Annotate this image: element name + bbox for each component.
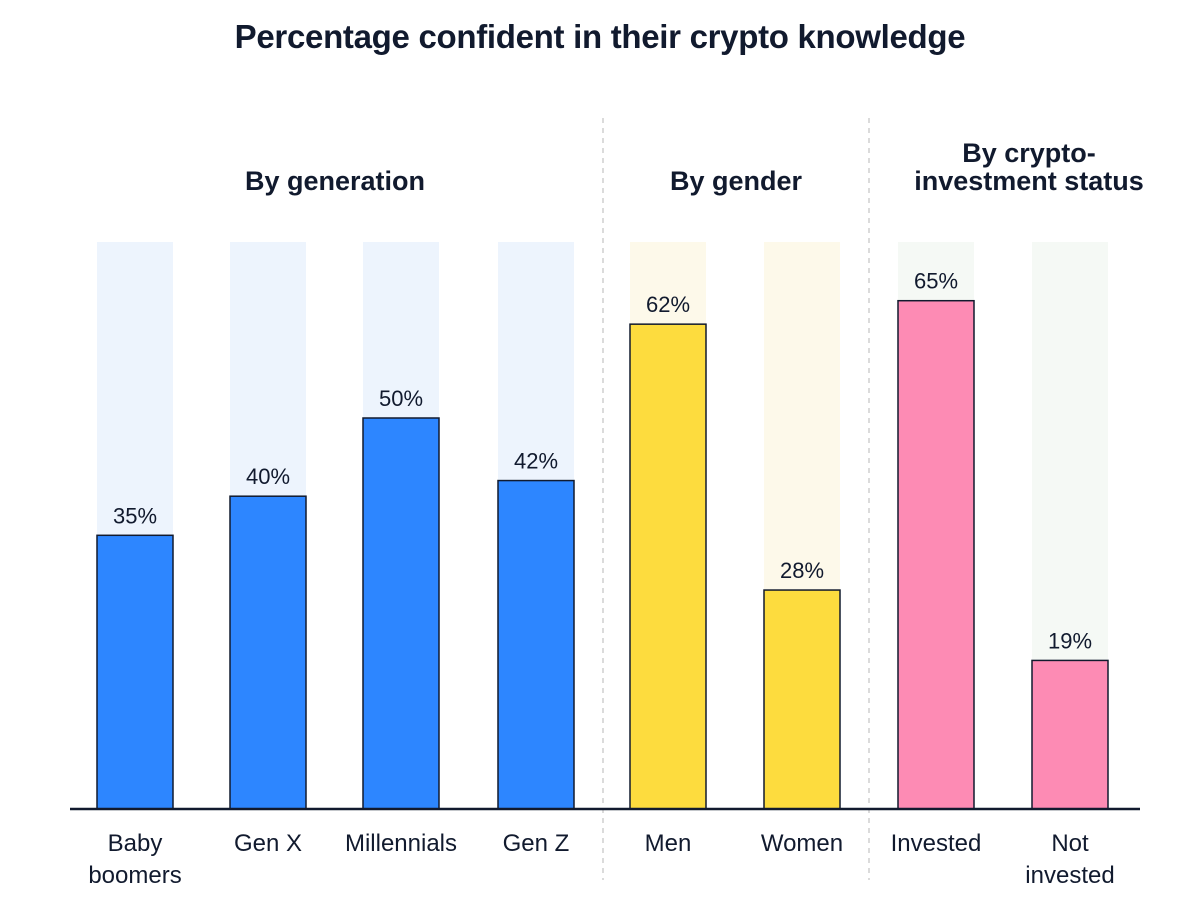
bar: [1031, 659, 1109, 810]
value-label: 35%: [113, 503, 157, 528]
value-label: 62%: [646, 292, 690, 317]
group-title: By crypto-: [962, 138, 1096, 168]
category-label: Baby: [108, 830, 163, 857]
value-label: 65%: [914, 269, 958, 294]
bar: [229, 495, 307, 810]
bar: [96, 534, 174, 810]
bar: [897, 299, 975, 810]
category-label: boomers: [88, 862, 181, 889]
category-label: Invested: [891, 830, 982, 857]
category-label: Gen X: [234, 830, 302, 857]
value-label: 40%: [246, 464, 290, 489]
value-label: 42%: [514, 449, 558, 474]
value-label: 19%: [1048, 628, 1092, 653]
value-label: 28%: [780, 558, 824, 583]
bar: [362, 417, 440, 810]
category-label: Gen Z: [503, 830, 570, 857]
chart-title: Percentage confident in their crypto kno…: [234, 18, 966, 55]
category-label: invested: [1025, 862, 1114, 889]
bar: [629, 323, 707, 810]
category-label: Men: [645, 830, 692, 857]
group-title: investment status: [914, 166, 1144, 196]
category-label: Not: [1051, 830, 1089, 857]
value-label: 50%: [379, 386, 423, 411]
group-title: By gender: [670, 166, 803, 196]
category-label: Women: [761, 830, 843, 857]
category-label: Millennials: [345, 830, 457, 857]
bar: [497, 479, 575, 810]
bar: [763, 589, 841, 810]
group-title: By generation: [245, 166, 425, 196]
